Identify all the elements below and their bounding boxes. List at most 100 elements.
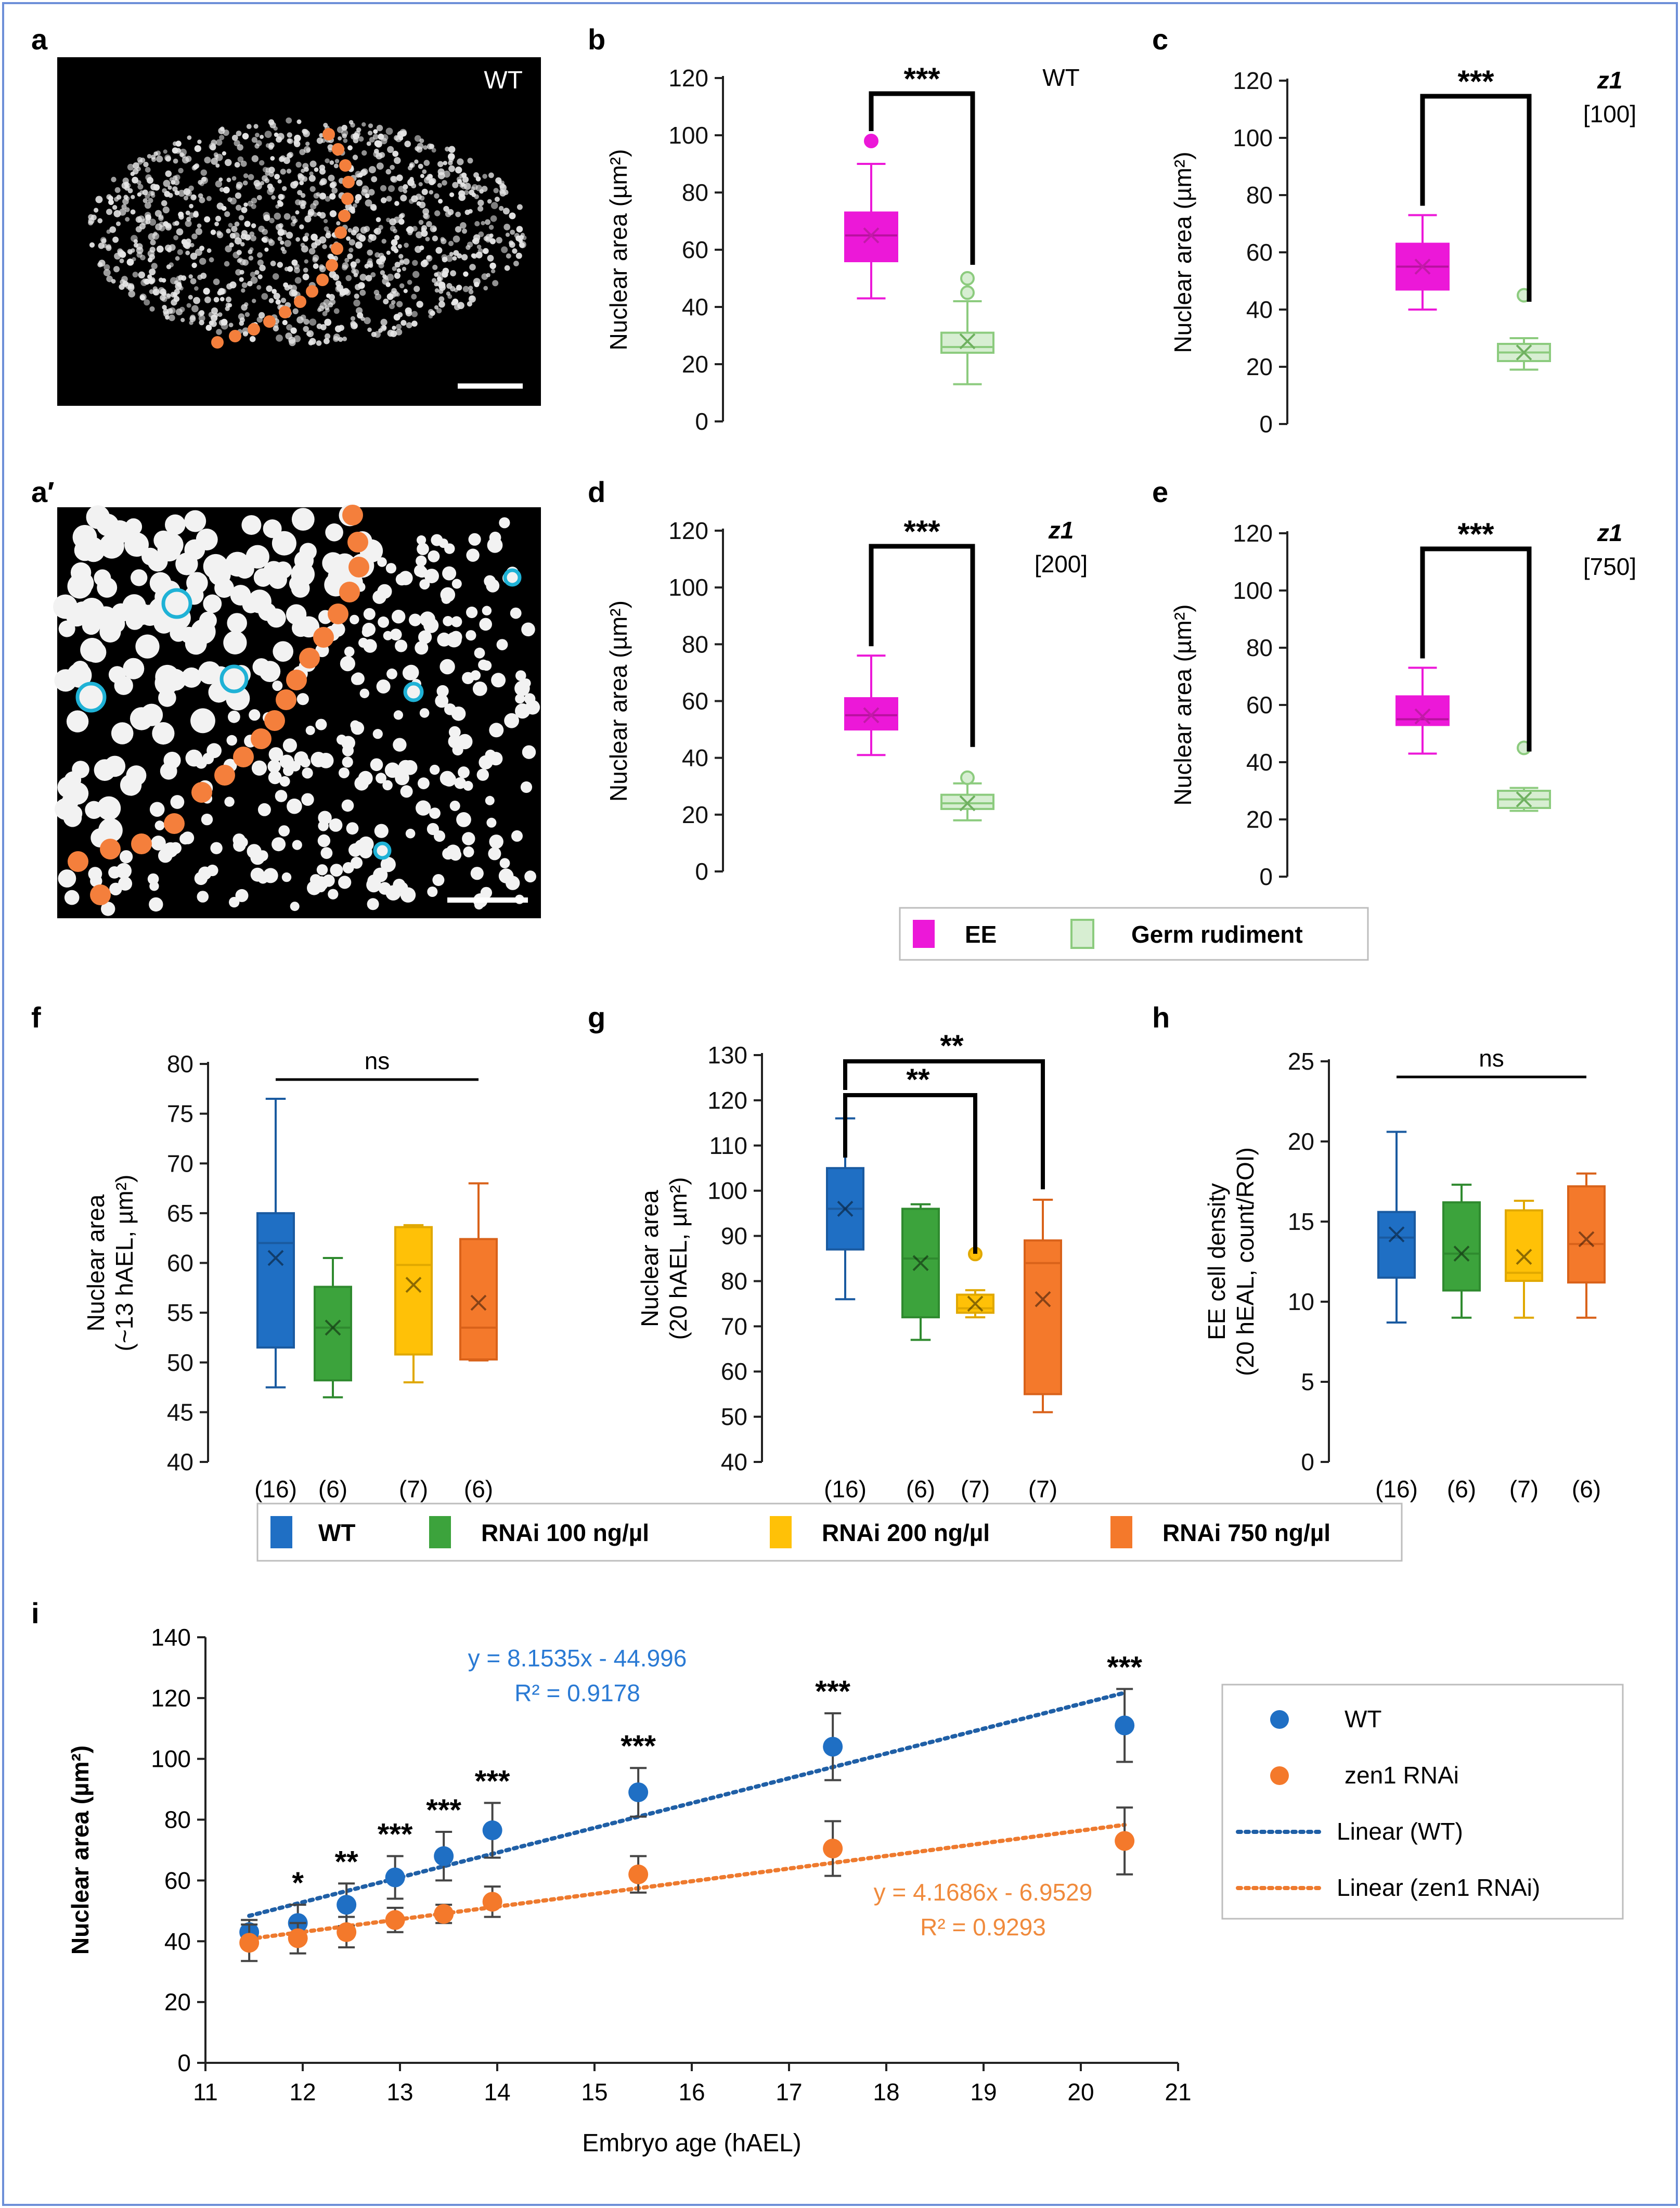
nucleus-dot — [354, 293, 359, 299]
y-axis-label-secondary: (20 hEAL, count/ROI) — [1232, 1147, 1259, 1376]
nucleus-dot — [490, 215, 497, 222]
nucleus-dot — [159, 222, 165, 227]
significance-bracket — [869, 544, 975, 747]
nucleus-dot — [153, 184, 160, 191]
nucleus-dot — [167, 185, 172, 190]
boundary-mark — [328, 604, 348, 624]
data-point-wt — [337, 1895, 357, 1915]
nucleus-dot — [522, 745, 536, 759]
nucleus-dot — [510, 607, 522, 619]
nucleus-dot — [373, 229, 379, 234]
nucleus-dot — [94, 208, 99, 213]
nucleus-dot — [373, 129, 378, 134]
data-point-wt — [434, 1846, 454, 1866]
group-n-label: (7) — [1028, 1475, 1057, 1503]
nucleus-dot — [329, 160, 334, 165]
x-tick-label: 18 — [873, 2078, 899, 2106]
nucleus-dot — [515, 694, 525, 704]
nucleus-dot — [204, 157, 211, 164]
nucleus-dot — [248, 589, 272, 613]
nucleus-dot — [383, 631, 393, 640]
nucleus-dot — [194, 286, 199, 291]
boundary-mark — [306, 285, 318, 298]
nucleus-dot — [179, 833, 191, 845]
box-iqr — [1567, 1185, 1606, 1284]
data-point-zen1 — [823, 1839, 843, 1859]
nucleus-dot — [382, 780, 393, 791]
nucleus-dot — [420, 611, 435, 627]
nucleus-dot — [419, 201, 426, 209]
nucleus-dot — [114, 187, 121, 193]
nucleus-dot — [303, 267, 308, 273]
nucleus-dot — [371, 331, 377, 338]
nucleus-dot — [456, 812, 471, 827]
nucleus-dot — [347, 145, 353, 151]
nucleus-dot — [241, 515, 262, 535]
nucleus-dot — [407, 230, 413, 236]
nucleus-dot — [454, 777, 466, 789]
y-tick-label: 60 — [1246, 691, 1273, 718]
group-n-label: (6) — [1447, 1475, 1476, 1503]
nucleus-dot — [289, 339, 296, 346]
nucleus-dot — [253, 124, 259, 129]
nucleus-dot — [353, 299, 360, 307]
panel-label-i: i — [31, 1597, 40, 1629]
micrograph-a-tag: WT — [484, 67, 523, 94]
nucleus-dot — [178, 214, 184, 220]
nucleus-dot — [246, 124, 252, 130]
boundary-mark — [214, 765, 235, 786]
nucleus-dot — [329, 210, 337, 217]
nucleus-dot — [251, 198, 257, 204]
nucleus-dot — [395, 639, 408, 652]
y-tick-label: 60 — [164, 1867, 191, 1894]
nucleus-dot — [338, 876, 352, 889]
box-mean-marker — [1516, 1249, 1532, 1265]
nucleus-dot — [157, 246, 164, 253]
nucleus-dot — [238, 215, 244, 221]
boundary-mark — [299, 648, 320, 669]
boundary-mark — [211, 336, 224, 349]
nucleus-dot — [432, 264, 438, 270]
nucleus-dot — [308, 175, 316, 182]
legend-germ-label: Germ rudiment — [1131, 921, 1303, 948]
nucleus-dot — [283, 157, 290, 164]
nucleus-dot — [111, 722, 134, 744]
significance-label: *** — [426, 1793, 461, 1827]
boundary-mark — [229, 330, 241, 342]
box-iqr — [844, 211, 898, 262]
box-mean-marker — [405, 1277, 422, 1293]
nucleus-dot — [499, 517, 510, 529]
significance-label: ** — [940, 1029, 964, 1063]
nucleus-dot — [264, 247, 269, 252]
nucleus-dot — [182, 156, 189, 164]
nucleus-dot — [264, 131, 272, 138]
nucleus-dot — [251, 155, 259, 162]
nucleus-dot — [226, 735, 237, 746]
nucleus-dot — [287, 266, 293, 272]
y-tick-label: 100 — [151, 1745, 191, 1773]
nucleus-dot — [282, 319, 288, 326]
nucleus-dot — [228, 223, 233, 228]
nucleus-dot — [479, 618, 492, 631]
nucleus-dot — [385, 563, 397, 574]
nucleus-dot — [185, 250, 190, 255]
nucleus-dot — [368, 189, 375, 196]
nucleus-dot — [411, 320, 418, 327]
y-tick-label: 20 — [1246, 353, 1273, 380]
box-mean-marker — [1414, 708, 1431, 725]
nucleus-dot — [296, 693, 309, 705]
nucleus-dot — [309, 160, 317, 168]
boundary-mark — [347, 532, 368, 553]
nucleus-dot — [256, 285, 262, 290]
nucleus-dot — [328, 148, 333, 152]
nucleus-dot — [386, 668, 397, 679]
nucleus-dot — [437, 183, 442, 188]
box-mean-marker — [267, 1250, 284, 1266]
y-tick-label: 5 — [1301, 1368, 1314, 1395]
nucleus-dot — [354, 776, 369, 791]
nucleus-dot — [242, 180, 248, 186]
nucleus-dot — [122, 177, 129, 184]
nucleus-dot — [254, 144, 260, 149]
nucleus-dot — [479, 189, 484, 194]
nucleus-dot — [342, 862, 354, 874]
